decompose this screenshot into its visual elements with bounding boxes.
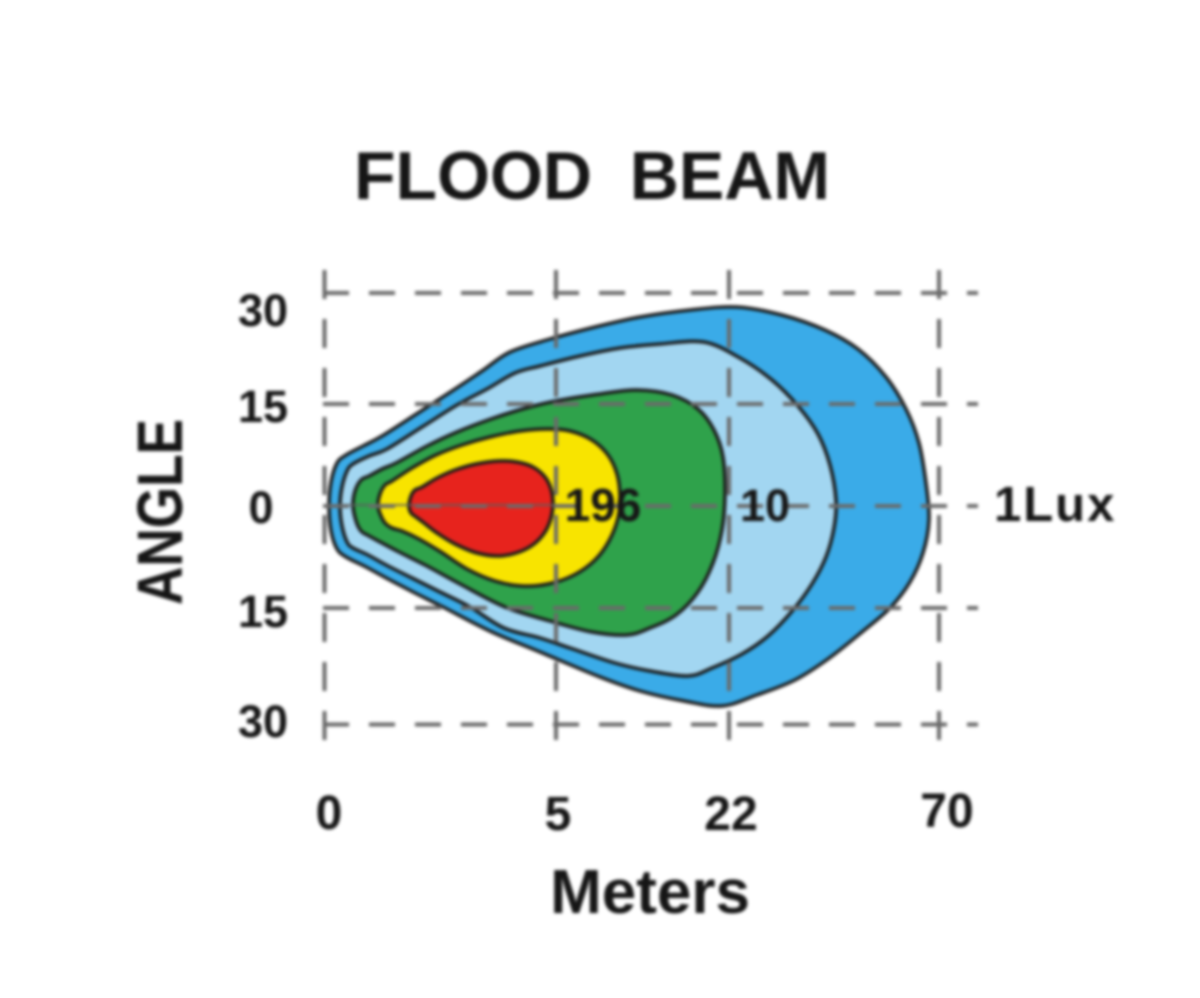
svg-text:15: 15 (238, 586, 288, 637)
svg-text:FLOOD BEAM: FLOOD BEAM (354, 138, 830, 214)
svg-text:15: 15 (238, 381, 288, 432)
svg-text:196: 196 (565, 479, 642, 531)
svg-text:ANGLE: ANGLE (124, 419, 196, 605)
svg-text:30: 30 (238, 696, 288, 747)
svg-text:22: 22 (704, 788, 757, 841)
svg-text:1Lux: 1Lux (994, 478, 1116, 532)
svg-text:Meters: Meters (550, 858, 750, 927)
svg-text:10: 10 (740, 480, 790, 531)
svg-text:30: 30 (238, 285, 288, 336)
svg-text:5: 5 (545, 788, 572, 841)
svg-text:0: 0 (248, 482, 273, 533)
svg-text:70: 70 (920, 785, 973, 838)
svg-text:0: 0 (316, 787, 343, 840)
